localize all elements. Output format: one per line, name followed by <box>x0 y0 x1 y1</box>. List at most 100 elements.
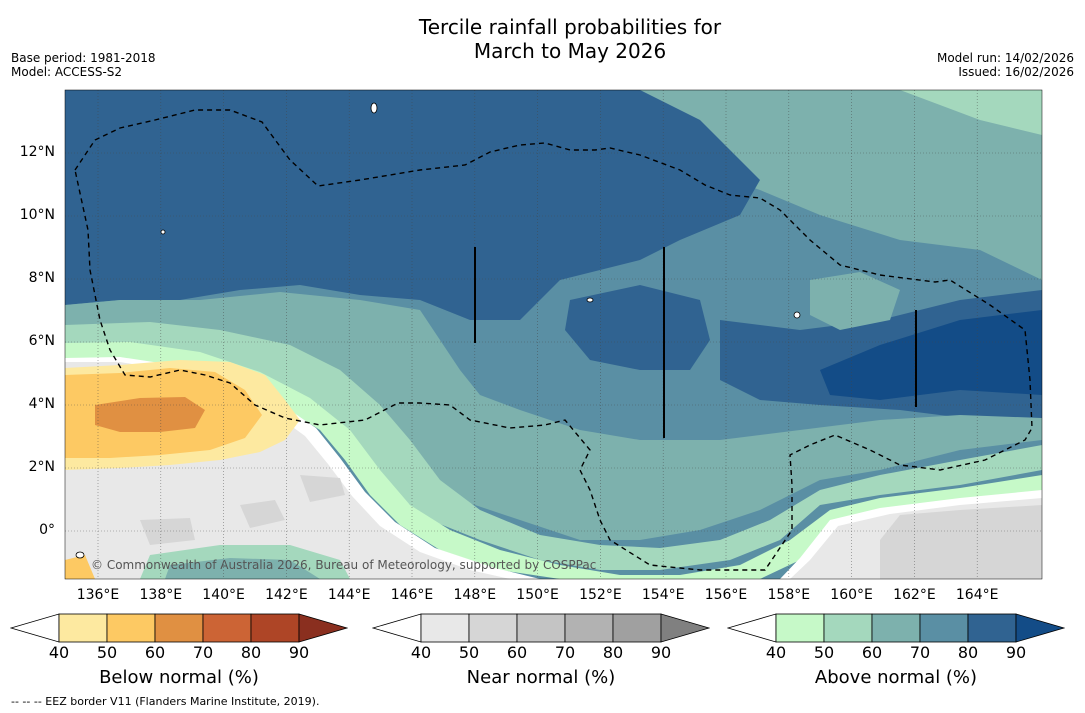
lon-tick-label: 162°E <box>893 587 936 603</box>
field-above-80-north <box>65 90 760 320</box>
field-below-60 <box>95 397 205 432</box>
lat-tick-label: 0° <box>39 522 55 538</box>
colorbar-extend-high <box>298 613 348 643</box>
field-near-50-patch3 <box>140 518 195 545</box>
model-name: Model: ACCESS-S2 <box>11 65 123 79</box>
field-near-50-patch1 <box>300 475 345 502</box>
colorbar-tick-label: 80 <box>602 643 624 662</box>
lon-tick-label: 136°E <box>76 587 120 603</box>
map-frame <box>64 89 1043 580</box>
field-above-60-sw <box>165 558 320 579</box>
colorbar-segment <box>420 613 470 643</box>
lon-tick-label: 156°E <box>704 587 748 603</box>
island <box>793 311 801 319</box>
below-normal-colorbar <box>10 613 348 643</box>
colorbar-segment <box>250 613 300 643</box>
above-normal-colorbar-title: Above normal (%) <box>814 667 978 688</box>
below-normal-colorbar-title: Below normal (%) <box>99 667 259 688</box>
field-above-50-ne <box>900 90 1042 135</box>
lon-tick-label: 148°E <box>453 587 497 603</box>
lat-tick-label: 12°N <box>19 144 55 160</box>
colorbar-segment <box>202 613 252 643</box>
colorbar-tick-label: 90 <box>650 643 672 662</box>
colorbar-tick-label: 50 <box>96 643 118 662</box>
colorbar-tick-label: 70 <box>909 643 931 662</box>
eez-border <box>74 109 1033 571</box>
colorbar-tick-label: 60 <box>144 643 166 662</box>
colorbar-tick-label: 40 <box>410 643 432 662</box>
colorbar-segment <box>871 613 921 643</box>
lon-tick-label: 158°E <box>767 587 811 603</box>
colorbar-extend-low <box>10 613 60 643</box>
colorbar-tick-label: 40 <box>48 643 70 662</box>
lon-tick-label: 154°E <box>641 587 685 603</box>
lon-tick-label: 150°E <box>516 587 559 603</box>
colorbar-segment <box>468 613 518 643</box>
field-above-80-center <box>565 285 710 370</box>
eez-border-line <box>74 109 1033 571</box>
lon-tick-label: 144°E <box>327 587 371 603</box>
colorbar-extend-low <box>372 613 422 643</box>
colorbar-extend-high <box>1015 613 1065 643</box>
lon-tick-label: 140°E <box>202 587 245 603</box>
colorbar-segment <box>58 613 108 643</box>
colorbar-tick-label: 50 <box>813 643 835 662</box>
lat-tick-label: 2°N <box>28 459 55 475</box>
colorbar-segment <box>612 613 662 643</box>
map-title-line1: Tercile rainfall probabilities for <box>418 15 722 39</box>
colorbar-segment <box>154 613 204 643</box>
map-title-line2: March to May 2026 <box>473 39 667 63</box>
base-period: Base period: 1981-2018 <box>11 51 156 65</box>
eez-footnote: -- -- -- EEZ border V11 (Flanders Marine… <box>11 695 320 708</box>
island <box>370 102 378 114</box>
lon-tick-label: 146°E <box>390 587 434 603</box>
colorbar-tick-label: 90 <box>1005 643 1027 662</box>
colorbar-segment <box>823 613 873 643</box>
field-below-50-sw <box>65 555 95 579</box>
lon-tick-label: 138°E <box>139 587 183 603</box>
lon-tick-label: 164°E <box>955 587 999 603</box>
field-above-60-south <box>65 292 1042 540</box>
region-markers <box>474 247 917 438</box>
field-near-50-east <box>880 505 1042 579</box>
colorbar-tick-label: 50 <box>458 643 480 662</box>
near-normal-colorbar <box>372 613 710 643</box>
gridlines <box>65 90 1042 579</box>
lat-tick-label: 8°N <box>28 270 55 286</box>
colorbar-tick-label: 80 <box>240 643 262 662</box>
field-above-60-ne <box>640 90 1042 280</box>
field-above-40-south <box>65 342 1042 579</box>
lat-tick-label: 6°N <box>28 333 55 349</box>
colorbar-segment <box>106 613 156 643</box>
lat-tick-label: 10°N <box>19 207 55 223</box>
island <box>586 297 594 303</box>
colorbar-segment <box>919 613 969 643</box>
field-near-50-patch2 <box>240 500 285 528</box>
colorbar-tick-label: 90 <box>288 643 310 662</box>
near-normal-colorbar-title: Near normal (%) <box>466 667 616 688</box>
colorbar-segment <box>775 613 825 643</box>
colorbar-extend-low <box>727 613 777 643</box>
field-above-90-east <box>820 310 1042 400</box>
island <box>160 229 166 235</box>
colorbar-extend-high <box>660 613 710 643</box>
colorbar-segment <box>967 613 1017 643</box>
copyright-text: © Commonwealth of Australia 2026, Bureau… <box>91 558 597 572</box>
islands <box>75 102 801 559</box>
colorbar-segment <box>564 613 614 643</box>
lon-tick-label: 152°E <box>579 587 622 603</box>
colorbar-tick-label: 60 <box>506 643 528 662</box>
colorbar-tick-label: 80 <box>957 643 979 662</box>
lon-tick-label: 160°E <box>830 587 873 603</box>
map-fields <box>65 90 1042 579</box>
colorbar-tick-label: 40 <box>765 643 787 662</box>
model-run: Model run: 14/02/2026 <box>936 51 1074 65</box>
field-above-60-patch <box>810 272 900 330</box>
island <box>75 551 85 559</box>
lon-tick-label: 142°E <box>265 587 308 603</box>
field-above-50-south <box>65 322 1042 570</box>
colorbar-tick-label: 70 <box>554 643 576 662</box>
colorbar-segment <box>516 613 566 643</box>
above-normal-colorbar <box>727 613 1065 643</box>
